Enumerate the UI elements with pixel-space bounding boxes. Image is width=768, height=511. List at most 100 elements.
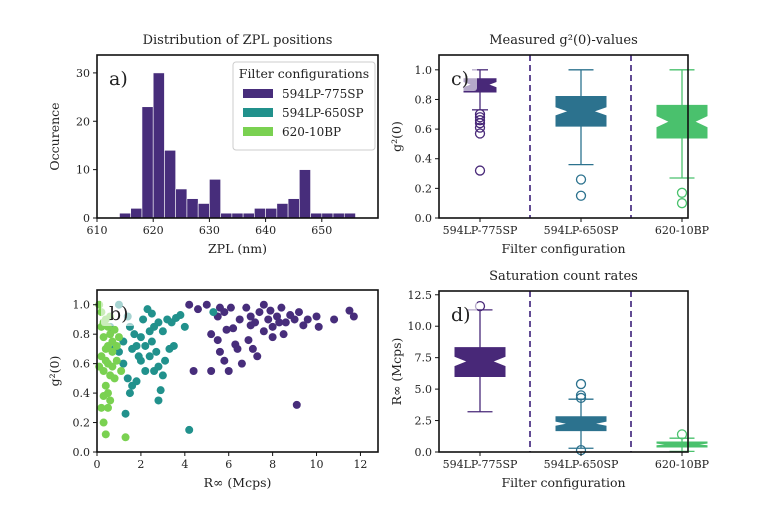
legend-entry: 594LP-650SP: [282, 106, 364, 120]
outlier-point: [474, 115, 486, 126]
x-tick-label: 620-10BP: [655, 458, 710, 471]
outlier-point: [575, 174, 587, 185]
y-tick-label: 1.0: [415, 64, 433, 77]
scatter-point: [99, 392, 108, 401]
outlier-point: [474, 118, 486, 129]
scatter-point: [222, 325, 231, 334]
histogram-bar: [287, 198, 300, 219]
y-tick-label: 20: [76, 115, 90, 128]
y-tick-label: 10.0: [408, 320, 433, 333]
x-axis-label: ZPL (nm): [208, 241, 267, 256]
scatter-point: [246, 312, 255, 321]
scatter-point: [130, 330, 139, 339]
x-tick-label: 630: [199, 224, 220, 237]
scatter-point: [330, 315, 339, 324]
y-tick-label: 0.8: [73, 328, 91, 341]
scatter-point: [242, 303, 251, 312]
scatter-point: [292, 400, 301, 409]
scatter-point: [145, 352, 154, 361]
scatter-point: [226, 303, 235, 312]
histogram-bar: [265, 208, 278, 219]
scatter-point: [112, 356, 121, 365]
scatter-point: [121, 433, 130, 442]
chart-title: Measured g²(0)-values: [489, 33, 638, 48]
scatter-series: [106, 300, 218, 434]
scatter-point: [154, 318, 163, 327]
y-tick-label: 0.2: [73, 417, 91, 430]
scatter-point: [314, 322, 323, 331]
x-tick-label: 610: [87, 224, 108, 237]
outlier-point: [474, 122, 486, 133]
scatter-point: [281, 318, 290, 327]
scatter-point: [136, 333, 145, 342]
scatter-point: [275, 318, 284, 327]
scatter-point: [152, 347, 161, 356]
scatter-point: [266, 306, 275, 315]
x-axis-label: Filter configuration: [501, 241, 625, 256]
scatter-point: [139, 315, 148, 324]
notched-box: [555, 95, 607, 127]
outlier-point: [676, 187, 688, 198]
y-tick-label: 0.0: [73, 446, 91, 459]
y-axis-label: g²(0): [47, 356, 62, 387]
x-tick-label: 620-10BP: [655, 224, 710, 237]
scatter-point: [108, 362, 117, 371]
scatter-point: [259, 300, 268, 309]
histogram-bar: [141, 106, 154, 219]
outlier-point: [474, 165, 486, 176]
y-tick-label: 10: [76, 164, 90, 177]
y-axis-label: g²(0): [389, 121, 404, 152]
scatter-point: [99, 333, 108, 342]
y-tick-label: 0.0: [415, 446, 433, 459]
scatter-point: [101, 381, 110, 390]
outlier-point: [676, 429, 688, 440]
panel-label: a): [109, 68, 128, 90]
scatter-point: [220, 356, 229, 365]
legend-entry: 594LP-775SP: [282, 87, 364, 101]
scatter-point: [114, 333, 123, 342]
y-tick-label: 7.5: [415, 352, 433, 365]
x-tick-label: 8: [269, 458, 276, 471]
scatter-point: [299, 321, 308, 330]
scatter-point: [248, 344, 257, 353]
scatter-point: [106, 396, 115, 405]
y-tick-label: 12.5: [408, 289, 433, 302]
histogram-bar: [209, 179, 221, 219]
scatter-point: [158, 327, 167, 336]
scatter-point: [345, 306, 354, 315]
legend-swatch: [243, 108, 273, 117]
scatter-point: [103, 341, 112, 350]
notched-box: [555, 416, 607, 432]
x-tick-label: 6: [225, 458, 232, 471]
scatter-point: [141, 367, 150, 375]
legend: Filter configurations 594LP-775SP 594LP-65…: [232, 61, 376, 151]
x-tick-label: 0: [94, 458, 101, 471]
scatter-point: [253, 352, 262, 361]
notched-box: [656, 104, 708, 139]
x-tick-label: 4: [181, 458, 188, 471]
scatter-point: [141, 341, 150, 350]
scatter-point: [303, 315, 312, 324]
x-tick-label: 594LP-775SP: [443, 458, 518, 471]
scatter-point: [213, 336, 222, 345]
scatter-point: [277, 303, 286, 312]
scatter-point: [169, 341, 178, 350]
scatter-point: [224, 367, 233, 375]
scatter-point: [290, 315, 299, 324]
panel-label: d): [451, 304, 471, 326]
boxplot-c-frame: [438, 54, 689, 219]
y-tick-label: 1.0: [73, 299, 91, 312]
x-tick-label: 640: [255, 224, 276, 237]
scatter-point: [185, 300, 194, 309]
panel-label: b): [109, 303, 129, 325]
notched-box: [454, 347, 506, 378]
y-tick-label: 2.5: [415, 415, 433, 428]
histogram-bar: [130, 208, 143, 219]
chart-title: Saturation count rates: [489, 269, 638, 284]
y-axis-label: R∞ (Mcps): [389, 338, 404, 406]
y-tick-label: 0.6: [415, 123, 433, 136]
scatter-point: [103, 403, 112, 412]
legend-swatch: [243, 89, 273, 98]
scatter-point: [117, 367, 126, 375]
histogram-bar: [254, 208, 266, 219]
